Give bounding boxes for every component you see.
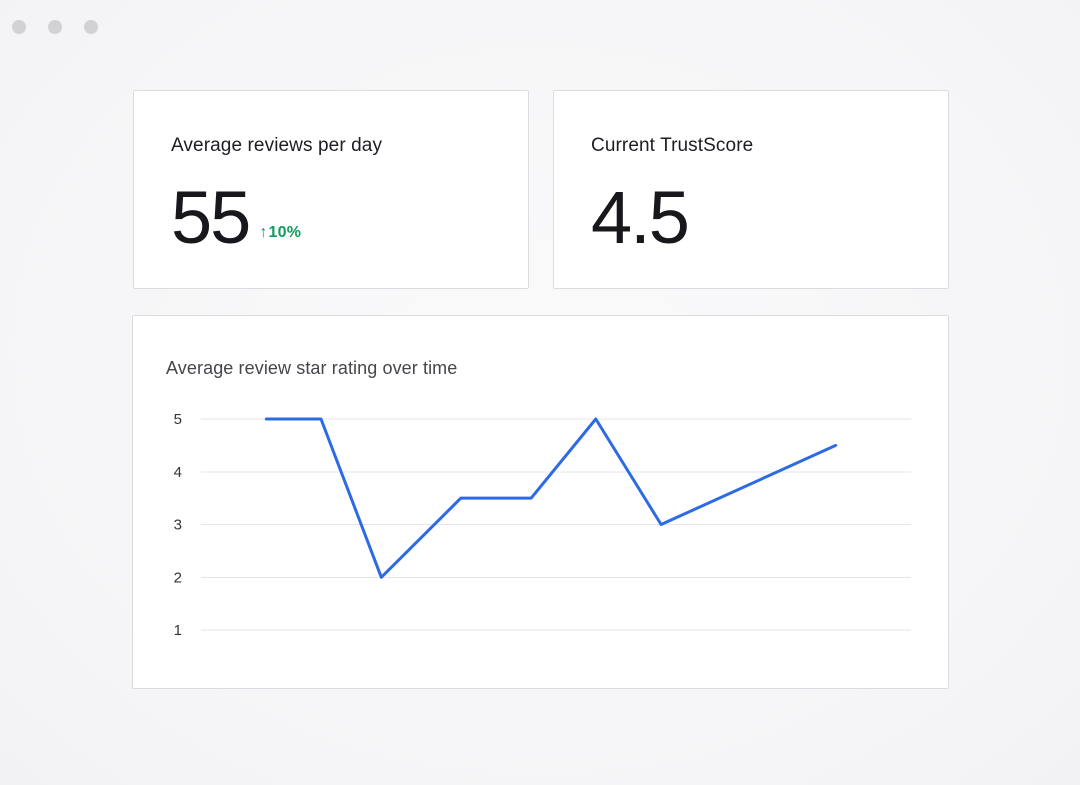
chart-title: Average review star rating over time (166, 358, 458, 378)
rating-line-series (264, 417, 838, 579)
window-dot (12, 20, 26, 34)
stat-value-row: 4.5 (591, 181, 918, 255)
up-arrow-icon: ↑ (259, 224, 268, 241)
y-axis-tick-label: 4 (174, 464, 182, 481)
stat-delta-value: 10% (268, 224, 302, 241)
stat-title-trustscore: Current TrustScore (591, 135, 754, 156)
stat-card-average-reviews-per-day: Average reviews per day 55 ↑ 10% (133, 90, 529, 289)
rating-line-chart: 5 4 3 2 1 (174, 411, 911, 639)
stat-value-trustscore: 4.5 (591, 176, 690, 259)
window-controls (12, 20, 98, 34)
y-axis-tick-label: 2 (174, 569, 182, 586)
stat-value-reviews-per-day: 55 (171, 176, 251, 259)
chart-card-rating-over-time: Average review star rating over time 5 4 3… (132, 315, 949, 689)
stat-delta: ↑ 10% (259, 224, 301, 255)
stat-value-row: 55 ↑ 10% (171, 181, 498, 255)
stat-title-reviews-per-day: Average reviews per day (171, 135, 383, 156)
stat-card-current-trustscore: Current TrustScore 4.5 (553, 90, 949, 289)
y-axis-tick-label: 3 (174, 517, 182, 534)
y-axis-tick-label: 5 (174, 411, 182, 428)
y-axis-tick-label: 1 (174, 622, 182, 639)
window-dot (84, 20, 98, 34)
window-dot (48, 20, 62, 34)
